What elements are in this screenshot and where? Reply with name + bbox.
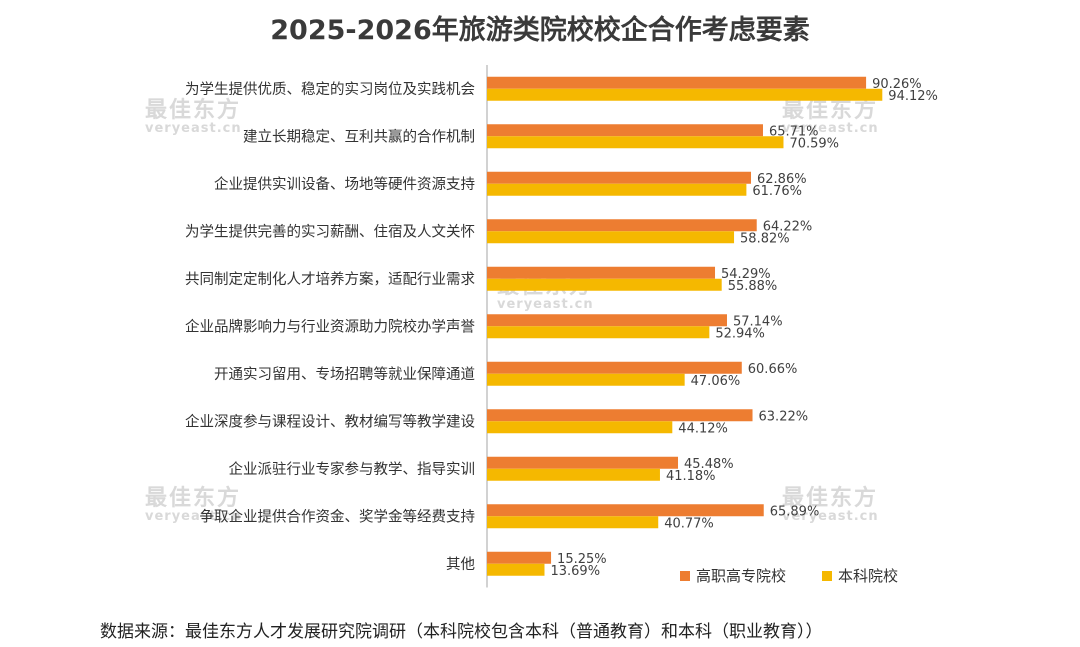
- bar-vocational: [487, 409, 753, 422]
- data-label: 52.94%: [715, 326, 765, 341]
- data-label: 58.82%: [740, 231, 790, 246]
- bar-vocational: [487, 456, 679, 469]
- bar-vocational: [487, 504, 764, 517]
- category-label: 争取企业提供合作资金、奖学金等经费支持: [200, 507, 476, 525]
- bar-vocational: [487, 171, 752, 184]
- category-label: 为学生提供完善的实习薪酬、住宿及人文关怀: [185, 223, 475, 240]
- data-label: 60.66%: [748, 362, 798, 377]
- category-label: 其他: [446, 556, 475, 573]
- bar-undergraduate: [487, 136, 784, 149]
- data-label: 61.76%: [752, 184, 802, 199]
- bar-undergraduate: [487, 421, 673, 434]
- legend-swatch: [680, 571, 690, 581]
- bar-undergraduate: [487, 563, 545, 576]
- category-label: 企业提供实训设备、场地等硬件资源支持: [214, 175, 475, 193]
- data-label: 62.86%: [757, 172, 807, 187]
- bar-vocational: [487, 551, 552, 564]
- legend-swatch: [822, 571, 832, 581]
- data-label: 55.88%: [728, 279, 778, 294]
- data-label: 57.14%: [733, 314, 783, 329]
- data-label: 54.29%: [721, 267, 771, 282]
- data-label: 94.12%: [888, 89, 938, 104]
- bar-undergraduate: [487, 278, 722, 291]
- data-label: 64.22%: [763, 219, 813, 234]
- category-label: 企业深度参与课程设计、教材编写等教学建设: [185, 412, 475, 430]
- category-label: 为学生提供优质、稳定的实习岗位及实践机会: [185, 81, 475, 98]
- bar-undergraduate: [487, 373, 685, 386]
- bar-undergraduate: [487, 231, 735, 244]
- bar-undergraduate: [487, 326, 710, 339]
- bar-vocational: [487, 76, 867, 89]
- category-label: 企业派驻行业专家参与教学、指导实训: [229, 460, 476, 478]
- data-label: 13.69%: [550, 564, 600, 579]
- data-label: 47.06%: [691, 374, 741, 389]
- data-label: 40.77%: [664, 516, 714, 531]
- data-label: 41.18%: [666, 469, 716, 484]
- legend-label: 高职高专院校: [696, 567, 786, 585]
- data-label: 65.89%: [770, 504, 820, 519]
- bar-undergraduate: [487, 88, 883, 101]
- data-label: 70.59%: [789, 136, 839, 151]
- category-label: 共同制定定制化人才培养方案，适配行业需求: [185, 270, 475, 288]
- chart-title: 2025-2026年旅游类院校校企合作考虑要素: [270, 15, 810, 46]
- bar-undergraduate: [487, 516, 659, 529]
- legend-label: 本科院校: [838, 567, 898, 585]
- data-label: 44.12%: [678, 421, 728, 436]
- category-label: 开通实习留用、专场招聘等就业保障通道: [214, 365, 475, 383]
- data-label: 90.26%: [872, 77, 922, 92]
- bar-vocational: [487, 124, 763, 137]
- data-label: 65.71%: [769, 124, 819, 139]
- bar-vocational: [487, 219, 757, 232]
- data-label: 15.25%: [557, 552, 607, 567]
- bar-undergraduate: [487, 468, 660, 481]
- category-label: 建立长期稳定、互利共赢的合作机制: [243, 128, 475, 145]
- bar-vocational: [487, 314, 727, 327]
- data-label: 45.48%: [684, 457, 734, 472]
- source-note: 数据来源：最佳东方人才发展研究院调研（本科院校包含本科（普通教育）和本科（职业教…: [100, 622, 823, 642]
- bar-vocational: [487, 361, 742, 374]
- bar-undergraduate: [487, 183, 747, 196]
- data-label: 63.22%: [759, 409, 809, 424]
- bar-vocational: [487, 266, 716, 279]
- category-label: 企业品牌影响力与行业资源助力院校办学声誉: [185, 317, 475, 335]
